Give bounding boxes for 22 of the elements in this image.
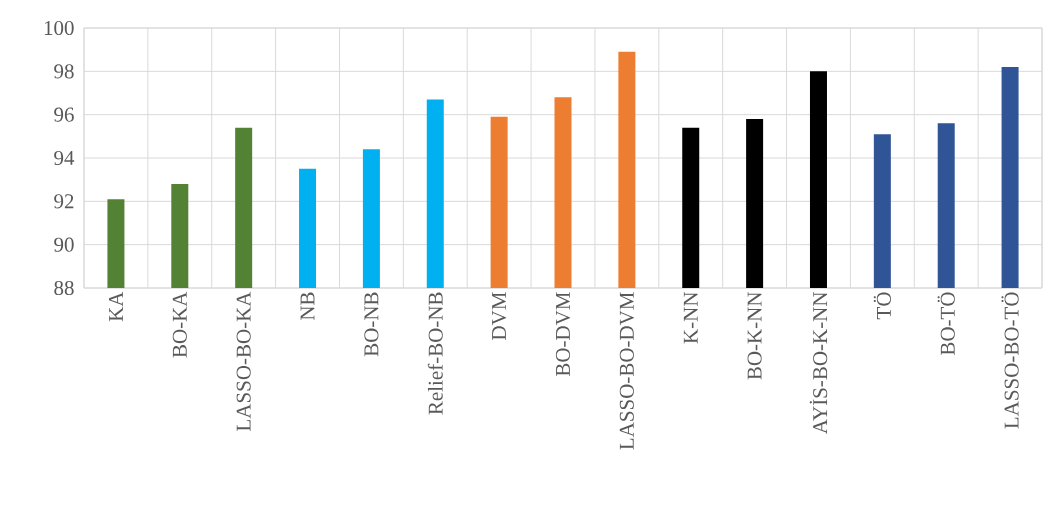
x-tick-label: AYİS-BO-K-NN [809,292,828,435]
y-tick-label: 96 [54,107,74,122]
x-tick-label: Relief-BO-NB [427,292,443,415]
y-tick-label: 90 [54,237,74,252]
y-tick-label: 98 [54,64,74,79]
x-tick-label: LASSO-BO-TÖ [1001,292,1019,429]
y-tick-label: 94 [54,150,75,166]
y-tick-label: 92 [54,194,74,209]
x-tick-label: K-NN [683,292,698,344]
y-tick-label: 100 [44,20,74,36]
x-tick-label: LASSO-BO-KA [236,291,251,431]
x-tick-label: BO-NB [364,292,379,357]
y-tick-label: 88 [54,280,74,296]
x-tick-label: BO-K-NN [747,292,762,380]
x-tick-label: KA [109,291,123,322]
x-tick-label: DVM [492,292,507,340]
x-tick-label: BO-DVM [555,292,571,377]
x-tick-label: NB [300,292,315,321]
x-tick-label: TÖ [873,292,891,320]
x-tick-label: BO-TÖ [937,292,955,356]
x-tick-label: BO-KA [172,291,187,358]
x-tick-label: LASSO-BO-DVM [619,292,634,450]
